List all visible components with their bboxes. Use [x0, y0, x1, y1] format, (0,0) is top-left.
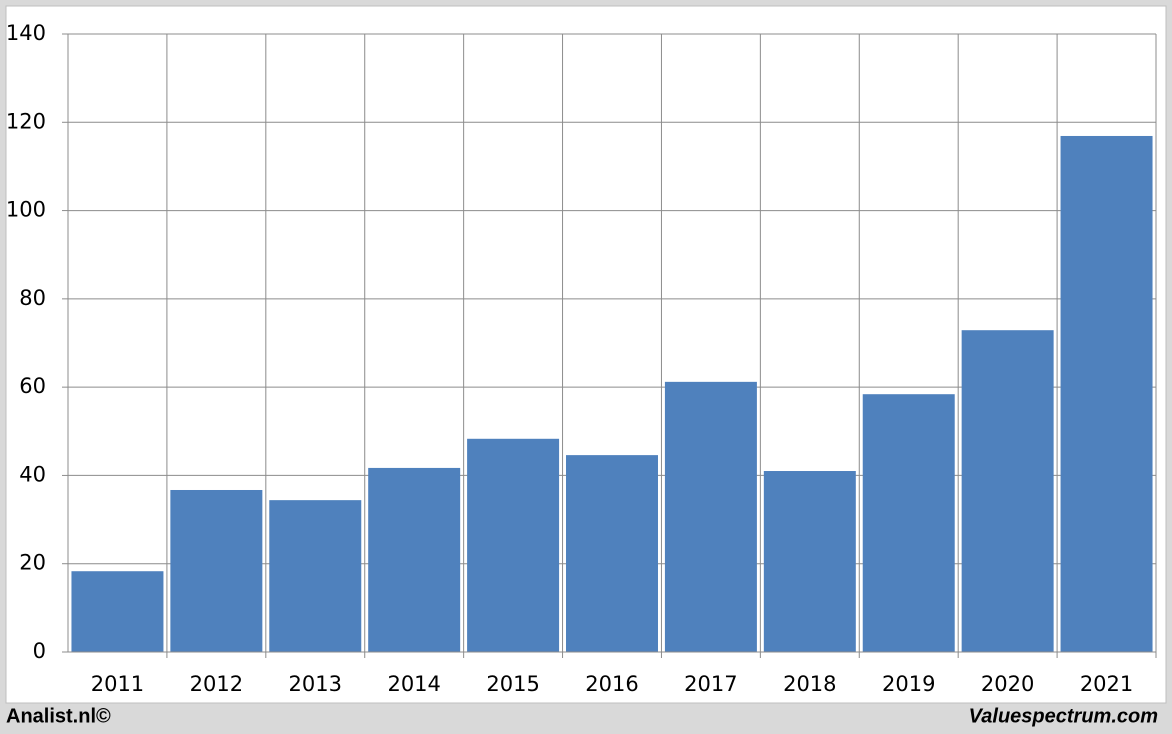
x-tick-label: 2018	[783, 672, 836, 696]
x-tick-label: 2011	[91, 672, 144, 696]
footer-left: Analist.nl©	[6, 705, 111, 727]
bar	[763, 471, 856, 652]
y-tick-label: 80	[19, 286, 46, 310]
bar	[71, 571, 164, 652]
bar	[170, 489, 263, 652]
y-tick-label: 100	[6, 198, 46, 222]
x-tick-label: 2019	[882, 672, 935, 696]
x-tick-label: 2016	[585, 672, 638, 696]
bar	[467, 438, 560, 652]
y-tick-label: 140	[6, 21, 46, 45]
bar	[1060, 135, 1153, 653]
bar	[368, 467, 461, 652]
footer-right: Valuespectrum.com	[969, 705, 1158, 727]
y-tick-label: 20	[19, 551, 46, 575]
x-tick-label: 2021	[1080, 672, 1133, 696]
bar	[961, 330, 1054, 652]
y-tick-label: 40	[19, 462, 46, 486]
x-tick-label: 2017	[684, 672, 737, 696]
x-tick-label: 2012	[190, 672, 243, 696]
bar	[862, 394, 955, 652]
x-tick-label: 2020	[981, 672, 1034, 696]
bar	[664, 381, 757, 652]
x-tick-label: 2015	[486, 672, 539, 696]
y-tick-label: 120	[6, 109, 46, 133]
x-tick-label: 2014	[387, 672, 440, 696]
bar	[566, 455, 658, 652]
y-tick-label: 60	[19, 374, 46, 398]
y-tick-label: 0	[33, 639, 46, 663]
bar	[269, 500, 362, 652]
x-tick-label: 2013	[289, 672, 342, 696]
